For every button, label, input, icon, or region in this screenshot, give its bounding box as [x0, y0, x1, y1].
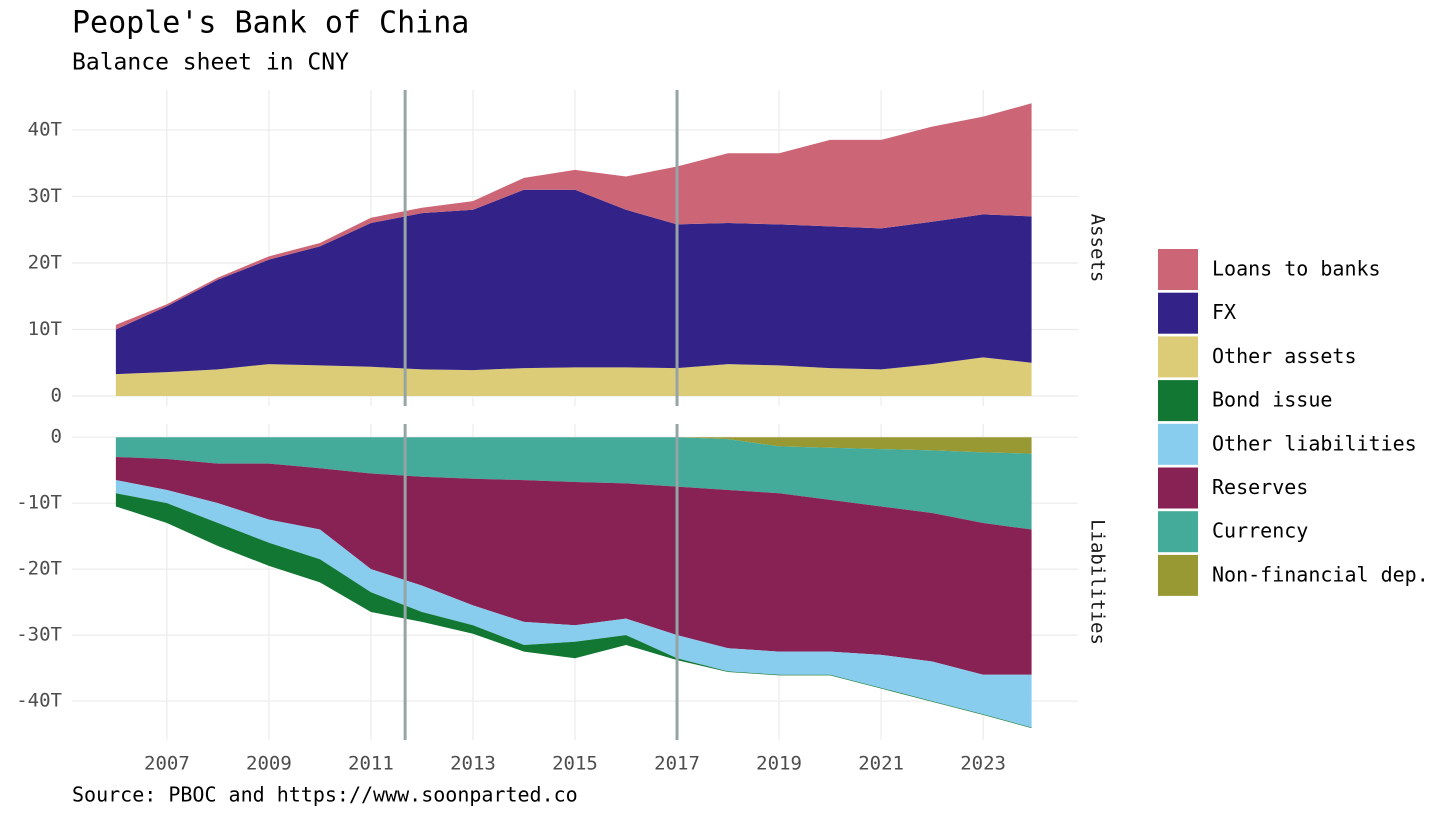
x-tick-label: 2023 — [960, 753, 1006, 775]
area — [115, 189, 1032, 375]
x-tick-label: 2021 — [858, 753, 904, 775]
y-tick-label: 0 — [51, 426, 62, 448]
x-tick-label: 2007 — [144, 753, 190, 775]
chart-title: People's Bank of China — [72, 6, 469, 41]
x-tick-label: 2013 — [450, 753, 496, 775]
legend-label: Non-financial dep. — [1212, 562, 1429, 586]
y-tick-label: 40T — [28, 118, 62, 140]
legend-swatch — [1158, 511, 1198, 553]
area — [115, 456, 1032, 675]
x-tick-label: 2015 — [552, 753, 598, 775]
facet-label: Liabilities — [1087, 519, 1109, 645]
legend-swatch — [1158, 292, 1198, 334]
x-tick-label: 2011 — [348, 753, 394, 775]
y-tick-label: -20T — [16, 558, 62, 580]
legend-swatch — [1158, 380, 1198, 422]
y-tick-label: -10T — [16, 492, 62, 514]
x-tick-label: 2009 — [246, 753, 292, 775]
legend-label: Loans to banks — [1212, 257, 1381, 281]
legend-swatch — [1158, 554, 1198, 596]
y-tick-label: -30T — [16, 624, 62, 646]
legend-label: Other assets — [1212, 344, 1357, 368]
x-tick-label: 2017 — [654, 753, 700, 775]
area — [115, 357, 1032, 397]
legend-label: Other liabilities — [1212, 431, 1417, 455]
legend-label: Currency — [1212, 519, 1308, 543]
legend-swatch — [1158, 467, 1198, 509]
area — [115, 437, 1032, 530]
y-tick-label: 30T — [28, 185, 62, 207]
y-tick-label: 20T — [28, 251, 62, 273]
y-tick-label: 0 — [51, 385, 62, 407]
legend-label: Reserves — [1212, 475, 1308, 499]
y-tick-label: 10T — [28, 318, 62, 340]
y-tick-label: -40T — [16, 690, 62, 712]
x-tick-label: 2019 — [756, 753, 802, 775]
legend-swatch — [1158, 423, 1198, 465]
source-note: Source: PBOC and https://www.soonparted.… — [72, 783, 578, 807]
area — [115, 480, 1032, 728]
legend-swatch — [1158, 249, 1198, 290]
legend-label: FX — [1212, 300, 1236, 324]
area — [115, 103, 1032, 330]
facet-label: Assets — [1087, 214, 1109, 283]
chart-subtitle: Balance sheet in CNY — [72, 50, 349, 76]
legend-label: Bond issue — [1212, 388, 1332, 412]
legend-swatch — [1158, 336, 1198, 378]
area — [115, 437, 1032, 454]
